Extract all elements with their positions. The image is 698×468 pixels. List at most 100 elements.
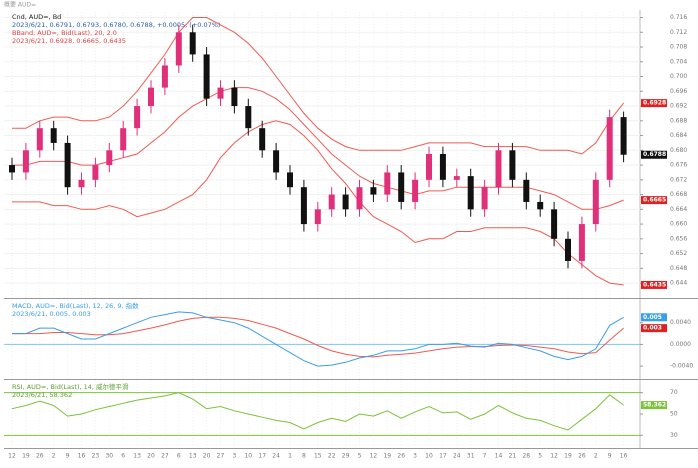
last-value-box xyxy=(641,99,667,108)
candle-body xyxy=(398,172,405,202)
x-tick-label: 13 xyxy=(133,453,141,460)
y-tick-label: 0.684 xyxy=(670,132,687,139)
x-tick-label: 17 xyxy=(258,453,266,460)
candle-body xyxy=(551,209,558,239)
last-value-label: 0.6665 xyxy=(643,197,666,204)
y-tick-label: 0.648 xyxy=(670,265,687,272)
x-tick-label: 20 xyxy=(203,453,211,460)
candle-body xyxy=(36,128,43,151)
candle-body xyxy=(314,209,321,225)
legend-text: 2023/6/21, 58.362 xyxy=(12,391,72,399)
window-title: 概要 AUD= xyxy=(4,1,36,9)
candle-body xyxy=(106,150,113,166)
x-tick-label: 6 xyxy=(121,453,125,460)
x-tick-label: 31 xyxy=(467,453,475,460)
candle-body xyxy=(384,172,391,195)
candle-body xyxy=(495,150,502,188)
candle-body xyxy=(203,54,210,99)
candle-body xyxy=(412,179,419,202)
candle-body xyxy=(578,224,585,261)
bollinger-middle xyxy=(12,87,624,210)
candle-body xyxy=(22,150,29,173)
candle-body xyxy=(370,187,377,195)
legend-text: Cnd, AUD=, Bd xyxy=(12,13,61,21)
y-tick-label: 0.672 xyxy=(670,176,687,183)
candle-body xyxy=(9,165,15,173)
candle-body xyxy=(217,87,224,99)
x-tick-label: 3 xyxy=(232,453,236,460)
y-tick-label: 0.0000 xyxy=(670,341,691,348)
x-tick-label: 2 xyxy=(594,453,598,460)
last-value-box xyxy=(641,280,667,289)
candle-body xyxy=(342,194,349,210)
x-tick-label: 8 xyxy=(302,453,306,460)
x-tick-label: 26 xyxy=(36,453,44,460)
last-value-box xyxy=(641,324,667,333)
x-tick-label: 16 xyxy=(78,453,86,460)
candle-body xyxy=(245,106,252,129)
x-tick-label: 24 xyxy=(453,453,461,460)
x-tick-label: 16 xyxy=(620,453,628,460)
y-tick-label: 0.716 xyxy=(670,14,687,21)
y-tick-label: 70 xyxy=(670,389,678,396)
y-tick-label: 0.696 xyxy=(670,88,687,95)
last-value-box xyxy=(641,196,667,205)
x-tick-label: 21 xyxy=(509,453,517,460)
x-tick-label: 27 xyxy=(217,453,225,460)
x-tick-label: 19 xyxy=(22,453,30,460)
candle-body xyxy=(565,238,571,261)
candle-body xyxy=(300,187,307,225)
macd-signal xyxy=(12,316,624,358)
candle-body xyxy=(120,128,127,151)
y-tick-label: -0.0040 xyxy=(670,363,693,370)
candle-body xyxy=(134,106,141,129)
last-value-label: 0.003 xyxy=(643,325,662,332)
x-tick-label: 13 xyxy=(189,453,197,460)
last-value-box xyxy=(641,401,667,410)
candle-body xyxy=(426,154,432,180)
legend-text: RSI, AUD=, Bid(Last), 14, 威尔德平滑 xyxy=(12,382,129,391)
y-tick-label: 0.708 xyxy=(670,44,687,51)
x-tick-label: 19 xyxy=(564,453,572,460)
last-value-label: 0.6788 xyxy=(643,151,666,158)
x-tick-label: 1 xyxy=(288,453,292,460)
rsi-line xyxy=(11,392,624,431)
y-tick-label: 0.656 xyxy=(670,235,687,242)
legend-text: MACD, AUD=, Bid(Last), 12, 26, 9, 指数 xyxy=(12,301,139,310)
last-value-label: 0.6435 xyxy=(643,281,666,288)
x-tick-label: 29 xyxy=(342,453,350,460)
candle-body xyxy=(231,87,238,107)
candle-body xyxy=(606,117,613,180)
x-tick-label: 10 xyxy=(244,453,252,460)
legend-text: BBand, AUD=, Bid(Last), 20, 2.0 xyxy=(12,29,117,37)
candle-body xyxy=(620,117,627,155)
bollinger-lower xyxy=(12,120,624,286)
candle-body xyxy=(259,128,266,151)
legend-text: 2023/6/21, 0.005, 0.003 xyxy=(12,310,91,318)
y-tick-label: 0.0040 xyxy=(670,319,691,326)
last-value-box xyxy=(641,313,667,322)
x-tick-label: 30 xyxy=(105,453,113,460)
candle-body xyxy=(467,176,474,210)
x-tick-label: 12 xyxy=(8,453,16,460)
candle-body xyxy=(592,179,599,225)
y-tick-label: 0.692 xyxy=(670,103,687,110)
x-tick-label: 9 xyxy=(608,453,612,460)
x-tick-label: 28 xyxy=(522,453,530,460)
x-tick-label: 7 xyxy=(483,453,487,460)
x-tick-label: 3 xyxy=(413,453,417,460)
candle-body xyxy=(328,194,335,210)
legend-text: 2023/6/21, 0.6928, 0.6665, 0.6435 xyxy=(12,37,126,45)
x-tick-label: 24 xyxy=(272,453,280,460)
x-tick-label: 14 xyxy=(495,453,503,460)
y-tick-label: 0.700 xyxy=(670,73,687,80)
x-tick-label: 23 xyxy=(92,453,100,460)
candle-body xyxy=(78,179,85,188)
x-tick-label: 15 xyxy=(314,453,322,460)
y-tick-label: 0.676 xyxy=(670,162,687,169)
candle-body xyxy=(50,128,57,143)
last-value-label: 58.362 xyxy=(643,402,666,409)
y-tick-label: 30 xyxy=(670,432,678,439)
x-tick-label: 12 xyxy=(370,453,378,460)
